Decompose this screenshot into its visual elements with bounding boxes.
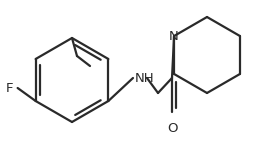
Text: F: F (6, 82, 14, 95)
Text: NH: NH (135, 71, 155, 84)
Text: O: O (167, 122, 177, 135)
Text: N: N (169, 29, 179, 42)
